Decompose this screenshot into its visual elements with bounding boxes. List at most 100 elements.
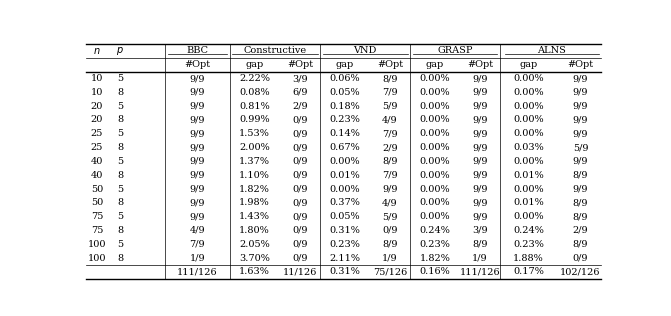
Text: 0.01%: 0.01% bbox=[513, 198, 544, 207]
Text: 0.05%: 0.05% bbox=[329, 212, 360, 221]
Text: 5/9: 5/9 bbox=[382, 102, 398, 111]
Text: 9/9: 9/9 bbox=[472, 74, 488, 83]
Text: 0/9: 0/9 bbox=[573, 253, 588, 263]
Text: 10: 10 bbox=[91, 74, 103, 83]
Text: 9/9: 9/9 bbox=[472, 115, 488, 125]
Text: 0.00%: 0.00% bbox=[513, 74, 544, 83]
Text: 0.24%: 0.24% bbox=[419, 226, 450, 235]
Text: 0/9: 0/9 bbox=[292, 143, 307, 152]
Text: 0/9: 0/9 bbox=[292, 185, 307, 193]
Text: 0.81%: 0.81% bbox=[239, 102, 270, 111]
Text: 0.05%: 0.05% bbox=[329, 88, 360, 97]
Text: #Opt: #Opt bbox=[568, 60, 594, 69]
Text: 0.00%: 0.00% bbox=[419, 198, 450, 207]
Text: 1.10%: 1.10% bbox=[239, 171, 270, 180]
Text: 9/9: 9/9 bbox=[472, 198, 488, 207]
Text: 5: 5 bbox=[117, 102, 123, 111]
Text: 7/9: 7/9 bbox=[382, 129, 398, 138]
Text: 25: 25 bbox=[91, 143, 103, 152]
Text: 8/9: 8/9 bbox=[573, 198, 588, 207]
Text: 20: 20 bbox=[91, 115, 103, 125]
Text: 1.88%: 1.88% bbox=[513, 253, 544, 263]
Text: 5: 5 bbox=[117, 212, 123, 221]
Text: 8: 8 bbox=[117, 88, 123, 97]
Text: 0/9: 0/9 bbox=[292, 240, 307, 249]
Text: 9/9: 9/9 bbox=[190, 198, 205, 207]
Text: 0/9: 0/9 bbox=[292, 157, 307, 166]
Text: 100: 100 bbox=[88, 240, 106, 249]
Text: 0.00%: 0.00% bbox=[419, 88, 450, 97]
Text: 0/9: 0/9 bbox=[292, 253, 307, 263]
Text: 5: 5 bbox=[117, 185, 123, 193]
Text: 11/126: 11/126 bbox=[282, 267, 317, 276]
Text: 8/9: 8/9 bbox=[573, 240, 588, 249]
Text: 0.00%: 0.00% bbox=[419, 74, 450, 83]
Text: 0.23%: 0.23% bbox=[329, 115, 360, 125]
Text: 9/9: 9/9 bbox=[190, 88, 205, 97]
Text: 9/9: 9/9 bbox=[190, 171, 205, 180]
Text: 0/9: 0/9 bbox=[382, 226, 398, 235]
Text: 8/9: 8/9 bbox=[382, 74, 398, 83]
Text: 5: 5 bbox=[117, 74, 123, 83]
Text: 9/9: 9/9 bbox=[190, 74, 205, 83]
Text: 0.16%: 0.16% bbox=[419, 267, 450, 276]
Text: 9/9: 9/9 bbox=[573, 74, 588, 83]
Text: 0/9: 0/9 bbox=[292, 226, 307, 235]
Text: 0.67%: 0.67% bbox=[329, 143, 360, 152]
Text: 0.23%: 0.23% bbox=[513, 240, 544, 249]
Text: 5: 5 bbox=[117, 129, 123, 138]
Text: 111/126: 111/126 bbox=[460, 267, 500, 276]
Text: 7/9: 7/9 bbox=[382, 88, 398, 97]
Text: 3.70%: 3.70% bbox=[239, 253, 270, 263]
Text: 8/9: 8/9 bbox=[382, 157, 398, 166]
Text: 4/9: 4/9 bbox=[382, 198, 398, 207]
Text: 8/9: 8/9 bbox=[573, 171, 588, 180]
Text: 9/9: 9/9 bbox=[190, 157, 205, 166]
Text: 7/9: 7/9 bbox=[382, 171, 398, 180]
Text: 8/9: 8/9 bbox=[382, 240, 398, 249]
Text: gap: gap bbox=[519, 60, 537, 69]
Text: 5/9: 5/9 bbox=[573, 143, 588, 152]
Text: 8/9: 8/9 bbox=[472, 240, 488, 249]
Text: 0.00%: 0.00% bbox=[419, 157, 450, 166]
Text: 75/126: 75/126 bbox=[373, 267, 407, 276]
Text: 75: 75 bbox=[91, 212, 103, 221]
Text: 0/9: 0/9 bbox=[292, 212, 307, 221]
Text: 0.18%: 0.18% bbox=[329, 102, 360, 111]
Text: 9/9: 9/9 bbox=[190, 212, 205, 221]
Text: 2/9: 2/9 bbox=[292, 102, 308, 111]
Text: 1.37%: 1.37% bbox=[239, 157, 270, 166]
Text: 0.00%: 0.00% bbox=[513, 115, 544, 125]
Text: 1/9: 1/9 bbox=[382, 253, 398, 263]
Text: ALNS: ALNS bbox=[537, 46, 566, 55]
Text: 8: 8 bbox=[117, 253, 123, 263]
Text: 9/9: 9/9 bbox=[190, 185, 205, 193]
Text: 0.31%: 0.31% bbox=[329, 267, 360, 276]
Text: $n$: $n$ bbox=[93, 46, 101, 56]
Text: 1/9: 1/9 bbox=[190, 253, 205, 263]
Text: 5/9: 5/9 bbox=[382, 212, 398, 221]
Text: #Opt: #Opt bbox=[467, 60, 493, 69]
Text: 3/9: 3/9 bbox=[472, 226, 488, 235]
Text: 8: 8 bbox=[117, 171, 123, 180]
Text: 9/9: 9/9 bbox=[573, 129, 588, 138]
Text: GRASP: GRASP bbox=[437, 46, 473, 55]
Text: 9/9: 9/9 bbox=[573, 185, 588, 193]
Text: 75: 75 bbox=[91, 226, 103, 235]
Text: 10: 10 bbox=[91, 88, 103, 97]
Text: 0.00%: 0.00% bbox=[329, 185, 360, 193]
Text: 0.00%: 0.00% bbox=[419, 171, 450, 180]
Text: 9/9: 9/9 bbox=[573, 88, 588, 97]
Text: 0.00%: 0.00% bbox=[329, 157, 360, 166]
Text: 4/9: 4/9 bbox=[382, 115, 398, 125]
Text: 8: 8 bbox=[117, 198, 123, 207]
Text: 9/9: 9/9 bbox=[190, 143, 205, 152]
Text: #Opt: #Opt bbox=[185, 60, 211, 69]
Text: 5: 5 bbox=[117, 157, 123, 166]
Text: BBC: BBC bbox=[187, 46, 209, 55]
Text: 0/9: 0/9 bbox=[292, 171, 307, 180]
Text: 20: 20 bbox=[91, 102, 103, 111]
Text: 9/9: 9/9 bbox=[190, 129, 205, 138]
Text: 0.23%: 0.23% bbox=[329, 240, 360, 249]
Text: 50: 50 bbox=[91, 185, 103, 193]
